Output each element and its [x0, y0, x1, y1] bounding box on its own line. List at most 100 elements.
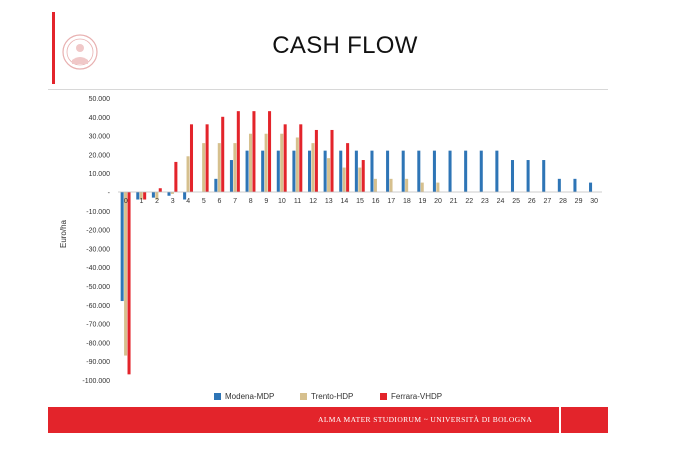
bar-trento-hdp-12: [311, 143, 315, 192]
y-tick-label: -100.000: [82, 378, 110, 385]
bar-trento-hdp-9: [264, 133, 268, 192]
bar-modena-mdp-0: [120, 192, 124, 302]
x-tick-label: 10: [278, 198, 286, 205]
bar-modena-mdp-10: [276, 150, 280, 192]
bar-trento-hdp-14: [342, 167, 346, 192]
bar-modena-mdp-16: [370, 150, 374, 192]
cash-flow-chart: 50.000 40.000 30.000 20.000 10.000 - -10.000 -2…: [59, 96, 602, 385]
y-tick-label: -90.000: [86, 359, 110, 366]
bar-modena-mdp-7: [229, 160, 233, 192]
x-tick-label: 1: [139, 198, 143, 205]
bar-modena-mdp-20: [432, 150, 436, 192]
x-tick-label: 8: [249, 198, 253, 205]
y-tick-label: 40.000: [89, 115, 111, 122]
y-axis-label: Euro/ha: [59, 219, 68, 248]
bar-trento-hdp-17: [389, 178, 393, 192]
bar-modena-mdp-30: [589, 182, 593, 192]
bar-modena-mdp-18: [401, 150, 405, 192]
bar-ferrara-vhdp-13: [330, 129, 334, 192]
bar-trento-hdp-20: [436, 182, 440, 192]
y-tick-label: -60.000: [86, 303, 110, 310]
bar-modena-mdp-9: [261, 150, 265, 192]
bar-trento-hdp-3: [170, 192, 174, 194]
x-tick-label: 12: [309, 198, 317, 205]
x-tick-label: 29: [575, 198, 583, 205]
x-tick-label: 0: [124, 198, 128, 205]
bar-modena-mdp-6: [214, 178, 218, 192]
bar-modena-mdp-12: [308, 150, 312, 192]
bar-ferrara-vhdp-9: [268, 111, 272, 192]
legend-swatch-ferrara: [380, 393, 387, 401]
legend-item-ferrara: Ferrara-VHDP: [380, 392, 442, 401]
y-tick-label: 20.000: [89, 152, 111, 159]
bar-ferrara-vhdp-2: [158, 188, 162, 192]
x-tick-label: 27: [543, 198, 551, 205]
bar-ferrara-vhdp-8: [252, 111, 256, 192]
bar-ferrara-vhdp-3: [174, 161, 178, 192]
bar-ferrara-vhdp-15: [361, 160, 365, 192]
bar-modena-mdp-2: [151, 192, 155, 198]
x-tick-label: 6: [218, 198, 222, 205]
bar-trento-hdp-4: [186, 156, 190, 192]
x-tick-label: 30: [590, 198, 598, 205]
y-tick-label: -20.000: [86, 228, 110, 235]
bar-trento-hdp-19: [420, 182, 424, 192]
y-tick-label: -70.000: [86, 322, 110, 329]
x-tick-label: 20: [434, 198, 442, 205]
y-tick-label: 50.000: [89, 96, 111, 103]
bar-modena-mdp-1: [136, 192, 140, 200]
x-tick-label: 14: [340, 198, 348, 205]
footer-divider-mark: [559, 407, 561, 433]
bar-trento-hdp-6: [217, 143, 221, 192]
bar-modena-mdp-19: [417, 150, 421, 192]
x-tick-label: 16: [372, 198, 380, 205]
x-tick-label: 11: [294, 198, 301, 205]
bar-trento-hdp-0: [124, 192, 128, 356]
x-tick-label: 24: [497, 198, 505, 205]
y-tick-label: -10.000: [86, 209, 110, 216]
university-seal-logo: [52, 12, 98, 84]
x-tick-label: 7: [233, 198, 237, 205]
x-tick-label: 26: [528, 198, 536, 205]
x-tick-label: 17: [387, 198, 395, 205]
y-tick-label: -: [108, 190, 111, 197]
x-tick-label: 5: [202, 198, 206, 205]
bar-modena-mdp-4: [183, 192, 187, 200]
bar-modena-mdp-22: [464, 150, 468, 192]
bar-modena-mdp-14: [339, 150, 343, 192]
bar-trento-hdp-7: [233, 143, 237, 192]
bar-trento-hdp-15: [358, 167, 362, 192]
bar-trento-hdp-18: [405, 178, 409, 192]
bar-modena-mdp-25: [510, 160, 515, 192]
x-tick-label: 15: [356, 198, 364, 205]
legend-swatch-modena: [214, 393, 221, 401]
bar-modena-mdp-17: [386, 150, 390, 192]
bar-modena-mdp-24: [495, 150, 499, 192]
x-tick-label: 28: [559, 198, 567, 205]
bar-trento-hdp-16: [373, 178, 377, 192]
x-tick-label: 3: [171, 198, 175, 205]
legend-label-modena: Modena-MDP: [225, 392, 275, 401]
bar-trento-hdp-1: [139, 192, 143, 200]
bar-trento-hdp-11: [295, 137, 299, 192]
bar-ferrara-vhdp-11: [299, 124, 303, 192]
bar-ferrara-vhdp-14: [346, 143, 350, 192]
legend-item-trento: Trento-HDP: [300, 392, 353, 401]
bar-modena-mdp-15: [354, 150, 358, 192]
bar-ferrara-vhdp-1: [143, 192, 147, 200]
bar-modena-mdp-27: [542, 160, 546, 192]
bar-ferrara-vhdp-4: [189, 124, 194, 192]
y-tick-label: -80.000: [86, 340, 110, 347]
x-tick-label: 23: [481, 198, 489, 205]
footer-university-name: ALMA MATER STUDIORUM ~ UNIVERSITÀ DI BOL…: [318, 415, 533, 424]
x-tick-label: 2: [155, 198, 159, 205]
bar-modena-mdp-3: [167, 192, 171, 196]
x-tick-label: 19: [419, 198, 427, 205]
bar-modena-mdp-23: [479, 150, 483, 192]
bar-ferrara-vhdp-5: [205, 124, 209, 192]
bar-modena-mdp-13: [323, 150, 327, 192]
slide-title: CASH FLOW: [272, 32, 418, 59]
y-tick-label: 30.000: [89, 134, 111, 141]
x-tick-label: 22: [465, 198, 473, 205]
bar-trento-hdp-2: [155, 192, 159, 200]
